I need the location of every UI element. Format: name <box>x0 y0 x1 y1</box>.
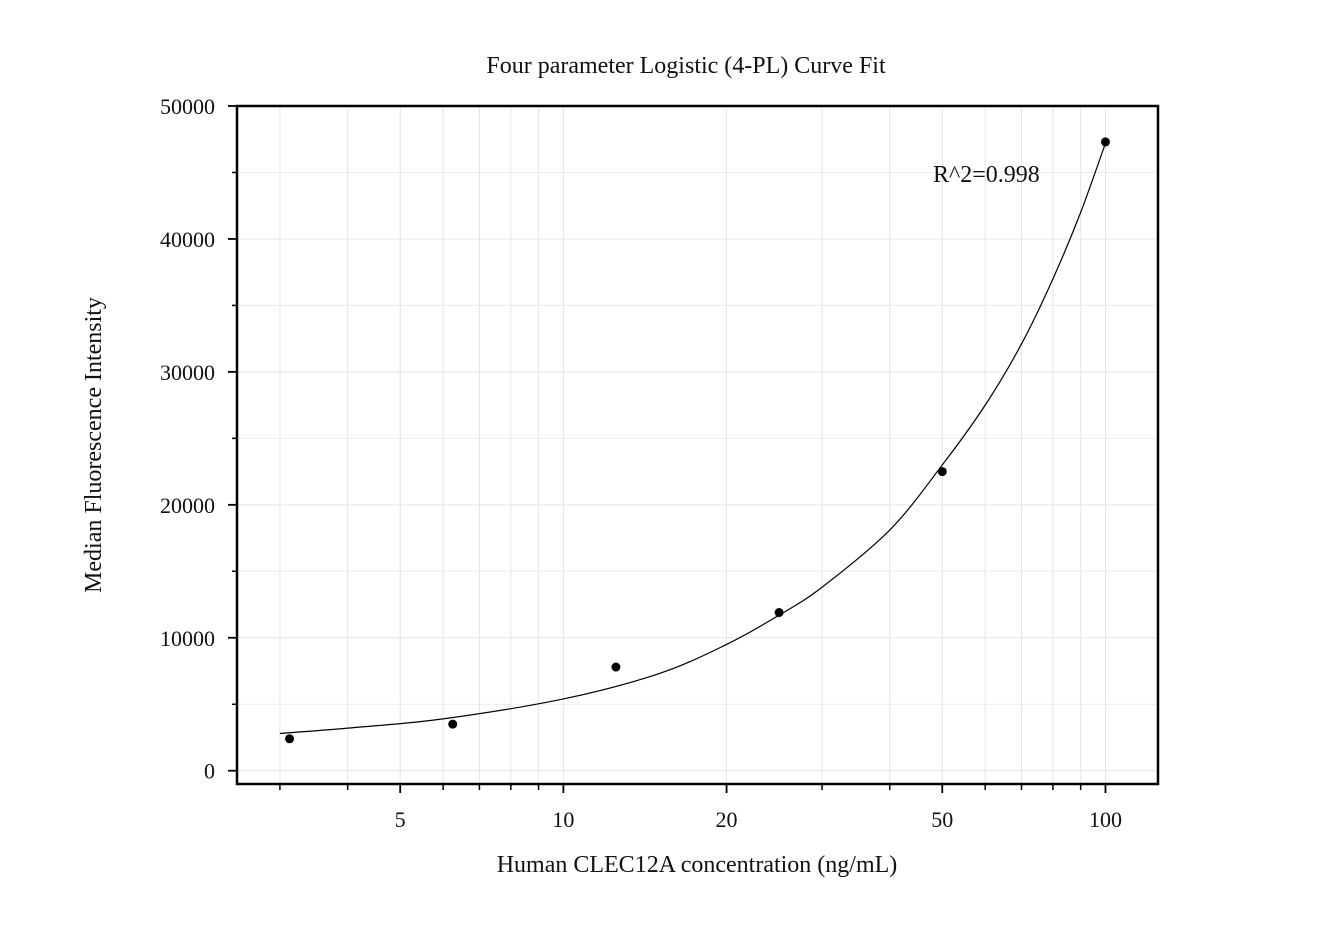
y-tick-label: 50000 <box>160 94 215 119</box>
plot-frame <box>235 104 1160 786</box>
data-point <box>611 662 621 672</box>
data-point <box>1100 137 1110 147</box>
y-tick-label: 0 <box>204 759 215 784</box>
y-axis-label: Median Fluorescence Intensity <box>81 297 107 593</box>
y-tick-label: 10000 <box>160 626 215 651</box>
x-tick-label: 10 <box>552 807 574 832</box>
r-squared-annotation: R^2=0.998 <box>933 162 1040 188</box>
data-point <box>774 608 784 618</box>
data-point <box>937 467 947 477</box>
y-tick-label: 20000 <box>160 493 215 518</box>
y-axis-ticks: 0 10000 20000 30000 40000 50000 <box>160 94 237 784</box>
x-axis-label: Human CLEC12A concentration (ng/mL) <box>497 852 898 878</box>
y-tick-label: 40000 <box>160 227 215 252</box>
data-point <box>285 734 295 744</box>
data-point <box>448 719 458 729</box>
x-tick-label: 20 <box>716 807 738 832</box>
x-tick-label: 50 <box>931 807 953 832</box>
data-points <box>285 137 1110 744</box>
chart-title: Four parameter Logistic (4-PL) Curve Fit <box>486 53 886 79</box>
x-axis-ticks: 5 10 20 50 100 <box>395 784 1122 832</box>
fit-curve <box>279 143 1107 735</box>
x-tick-label: 100 <box>1089 807 1122 832</box>
x-tick-label: 5 <box>395 807 406 832</box>
y-tick-label: 30000 <box>160 360 215 385</box>
grid-lines <box>237 105 1158 784</box>
